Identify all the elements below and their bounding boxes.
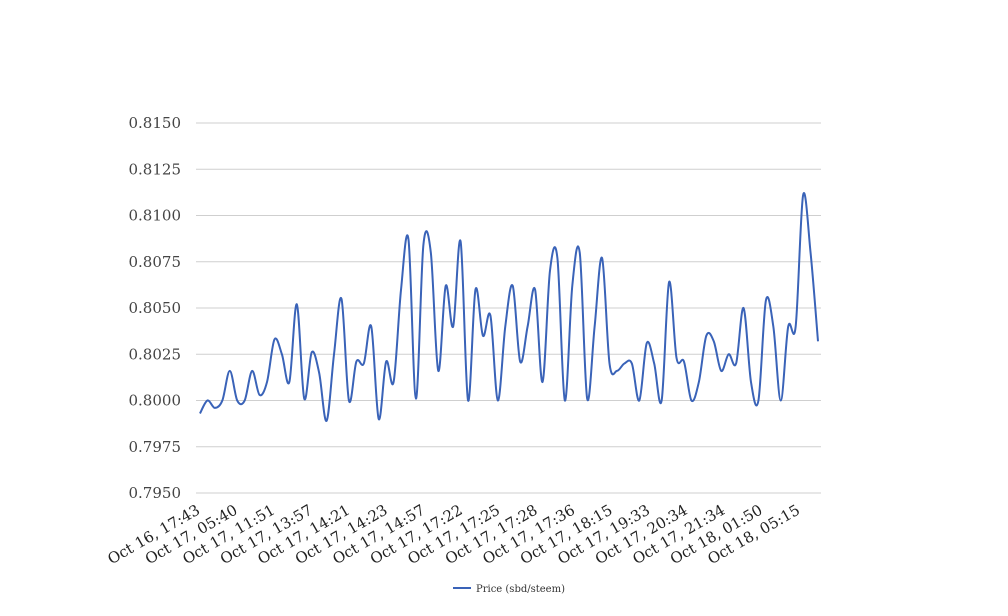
y-tick-label: 0.8150 xyxy=(129,114,182,132)
y-tick-label: 0.7975 xyxy=(129,438,182,456)
y-axis-tick-labels: 0.7950 0.7975 0.8000 0.8025 0.8050 0.8075 0.81… xyxy=(129,114,182,502)
y-tick-label: 0.7950 xyxy=(129,484,182,502)
y-tick-label: 0.8075 xyxy=(129,253,182,271)
y-tick-label: 0.8050 xyxy=(129,299,182,317)
series-line-price xyxy=(199,192,819,422)
y-tick-label: 0.8100 xyxy=(129,207,182,225)
y-tick-label: 0.8000 xyxy=(129,392,182,410)
y-tick-label: 0.8025 xyxy=(129,345,182,363)
y-tick-label: 0.8125 xyxy=(129,160,182,178)
legend-label: Price (sbd/steem) xyxy=(476,584,565,595)
legend: Price (sbd/steem) xyxy=(453,584,565,595)
series-lines xyxy=(199,192,819,422)
